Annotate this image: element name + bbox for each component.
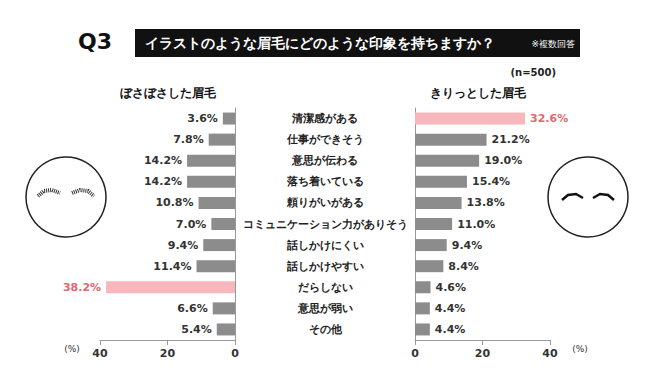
svg-text:7.0%: 7.0% — [176, 218, 207, 231]
svg-text:3.6%: 3.6% — [187, 112, 218, 125]
svg-text:11.4%: 11.4% — [153, 260, 191, 273]
svg-text:14.2%: 14.2% — [144, 175, 182, 188]
svg-text:38.2%: 38.2% — [63, 281, 101, 294]
svg-text:10.8%: 10.8% — [155, 196, 193, 209]
svg-text:(n=500): (n=500) — [510, 67, 556, 78]
svg-text:4.4%: 4.4% — [435, 323, 466, 336]
svg-text:32.6%: 32.6% — [530, 112, 568, 125]
svg-text:14.2%: 14.2% — [144, 154, 182, 167]
svg-text:9.4%: 9.4% — [168, 239, 199, 252]
svg-text:40: 40 — [92, 347, 108, 360]
svg-text:4.6%: 4.6% — [436, 281, 467, 294]
svg-text:8.4%: 8.4% — [448, 260, 479, 273]
svg-text:20: 20 — [475, 347, 491, 360]
svg-text:※複数回答: ※複数回答 — [531, 39, 575, 49]
svg-text:9.4%: 9.4% — [452, 239, 483, 252]
svg-text:19.0%: 19.0% — [484, 154, 522, 167]
svg-text:40: 40 — [542, 347, 558, 360]
svg-text:(%): (%) — [572, 344, 588, 354]
svg-text:仕事ができそう: 仕事ができそう — [286, 133, 364, 146]
svg-text:4.4%: 4.4% — [435, 302, 466, 315]
svg-text:0: 0 — [231, 347, 239, 360]
svg-text:21.2%: 21.2% — [492, 133, 530, 146]
svg-text:Q3: Q3 — [78, 29, 112, 54]
svg-text:意思が弱い: 意思が弱い — [297, 302, 353, 315]
svg-text:11.0%: 11.0% — [457, 218, 495, 231]
svg-text:7.8%: 7.8% — [173, 133, 204, 146]
svg-text:イラストのような眉毛にどのような印象を持ちますか？: イラストのような眉毛にどのような印象を持ちますか？ — [145, 35, 495, 52]
svg-text:15.4%: 15.4% — [472, 175, 510, 188]
svg-text:頼りがいがある: 頼りがいがある — [286, 196, 364, 209]
svg-text:5.4%: 5.4% — [181, 323, 212, 336]
svg-text:その他: その他 — [309, 323, 343, 336]
svg-text:意思が伝わる: 意思が伝わる — [291, 154, 358, 167]
svg-text:20: 20 — [160, 347, 176, 360]
svg-text:落ち着いている: 落ち着いている — [286, 175, 364, 188]
svg-text:6.6%: 6.6% — [177, 302, 208, 315]
svg-text:コミュニケーション力がありそう: コミュニケーション力がありそう — [243, 218, 408, 231]
svg-text:話しかけやすい: 話しかけやすい — [286, 260, 364, 273]
svg-text:13.8%: 13.8% — [467, 196, 505, 209]
svg-text:話しかけにくい: 話しかけにくい — [286, 239, 364, 252]
svg-text:きりっとした眉毛: きりっとした眉毛 — [430, 86, 527, 100]
svg-text:清潔感がある: 清潔感がある — [291, 112, 358, 125]
svg-text:(%): (%) — [64, 344, 80, 354]
svg-text:ぼさぼさした眉毛: ぼさぼさした眉毛 — [120, 86, 217, 100]
svg-text:だらしない: だらしない — [298, 281, 353, 294]
svg-text:0: 0 — [411, 347, 419, 360]
